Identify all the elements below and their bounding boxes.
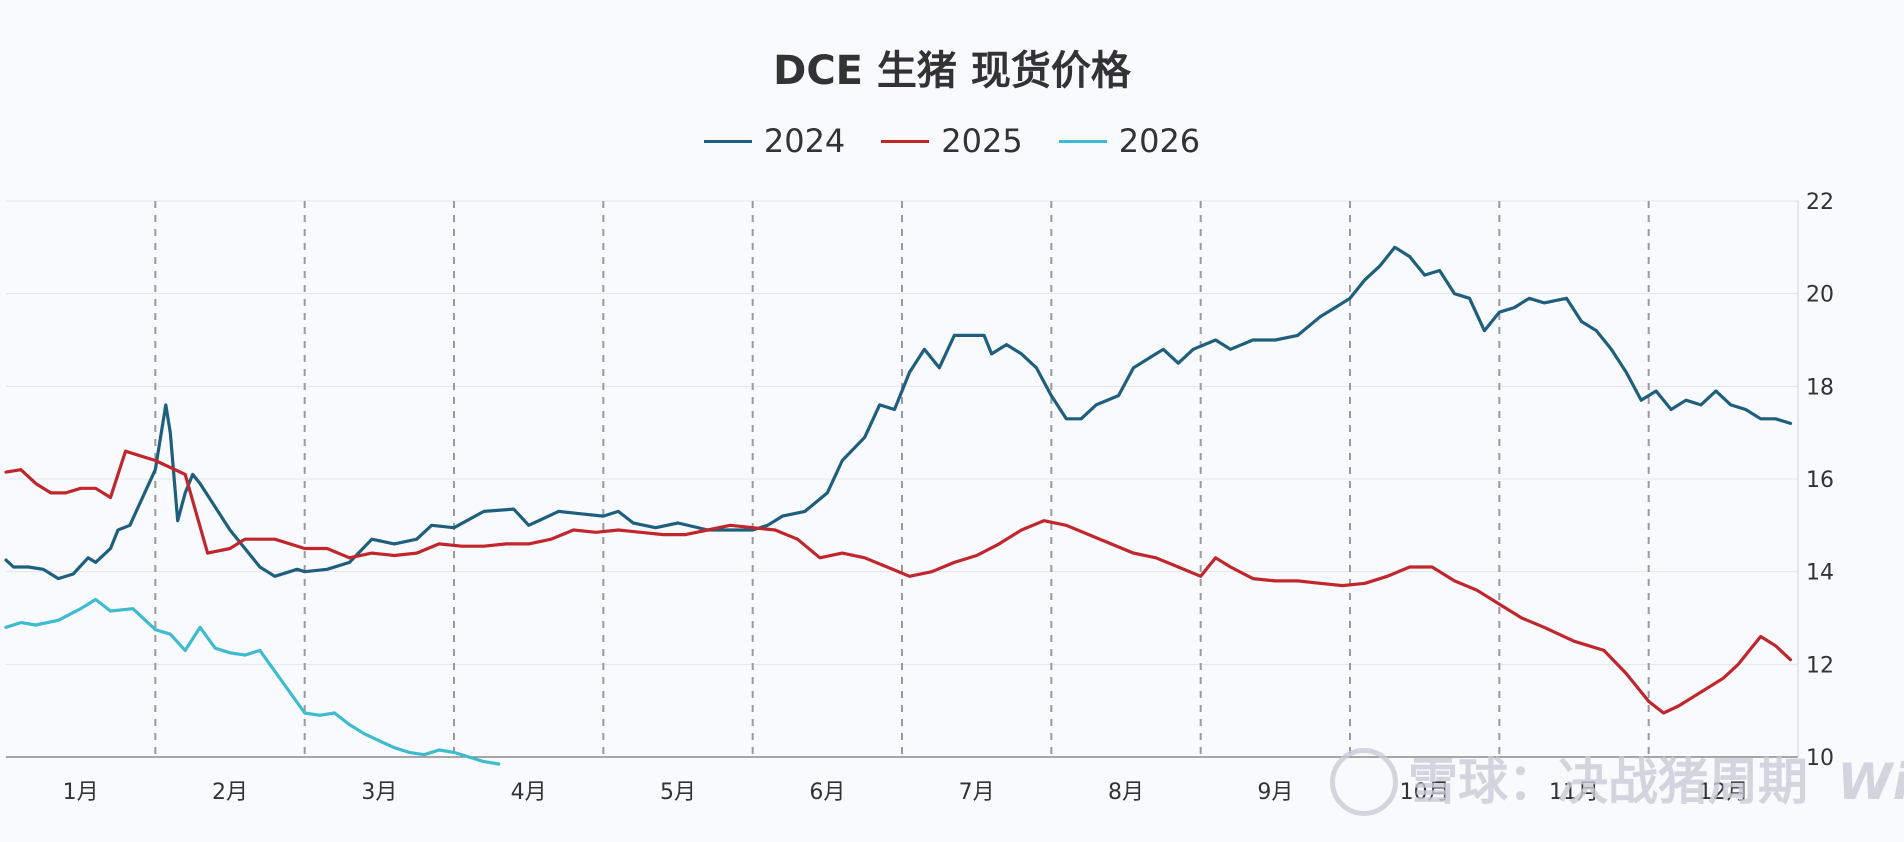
x-tick-label-5: 5月 bbox=[660, 780, 696, 805]
watermark: 雪球：决战猪周期 Wind bbox=[1330, 742, 1904, 814]
x-tick-label-6: 6月 bbox=[809, 780, 845, 805]
x-tick-label-10: 10月 bbox=[1400, 780, 1450, 805]
x-tick-label-7: 7月 bbox=[959, 780, 995, 805]
legend-label-2026: 2026 bbox=[1118, 122, 1201, 160]
legend-item-2025[interactable]: 2025 bbox=[881, 122, 1023, 160]
watermark-text: 雪球：决战猪周期 bbox=[1408, 753, 1808, 811]
y-tick-label-22: 22 bbox=[1806, 190, 1834, 215]
chart-title: DCE 生猪 现货价格 bbox=[773, 48, 1131, 94]
series-line-2025 bbox=[4, 449, 1793, 715]
series-line-2026 bbox=[4, 597, 501, 766]
legend-item-2026[interactable]: 2026 bbox=[1058, 122, 1201, 160]
x-tick-label-9: 9月 bbox=[1257, 780, 1293, 805]
legend-swatch-2024 bbox=[703, 139, 752, 143]
y-tick-label-18: 18 bbox=[1806, 375, 1834, 400]
x-tick-label-11: 11月 bbox=[1549, 780, 1599, 805]
x-tick-label-3: 3月 bbox=[361, 780, 397, 805]
series-line-2024 bbox=[4, 245, 1793, 581]
x-tick-label-2: 2月 bbox=[212, 780, 248, 805]
legend-item-2024[interactable]: 2024 bbox=[703, 122, 846, 160]
x-tick-label-1: 1月 bbox=[63, 780, 99, 805]
legend-swatch-2025 bbox=[881, 139, 930, 143]
y-tick-label-16: 16 bbox=[1806, 468, 1834, 493]
y-tick-label-20: 20 bbox=[1806, 283, 1834, 308]
legend-label-2024: 2024 bbox=[763, 122, 846, 160]
x-tick-label-4: 4月 bbox=[511, 780, 547, 805]
watermark-suffix: Wind bbox=[1837, 753, 1904, 811]
y-tick-label-14: 14 bbox=[1806, 561, 1834, 586]
x-tick-label-8: 8月 bbox=[1108, 780, 1144, 805]
legend-label-2025: 2025 bbox=[941, 122, 1023, 160]
legend-swatch-2026 bbox=[1058, 139, 1107, 143]
x-tick-label-12: 12月 bbox=[1698, 780, 1748, 805]
y-tick-label-12: 12 bbox=[1806, 653, 1834, 678]
y-tick-label-10: 10 bbox=[1806, 746, 1834, 771]
legend: 2024 2025 2026 bbox=[0, 122, 1904, 160]
watermark-logo-icon bbox=[1330, 748, 1398, 816]
